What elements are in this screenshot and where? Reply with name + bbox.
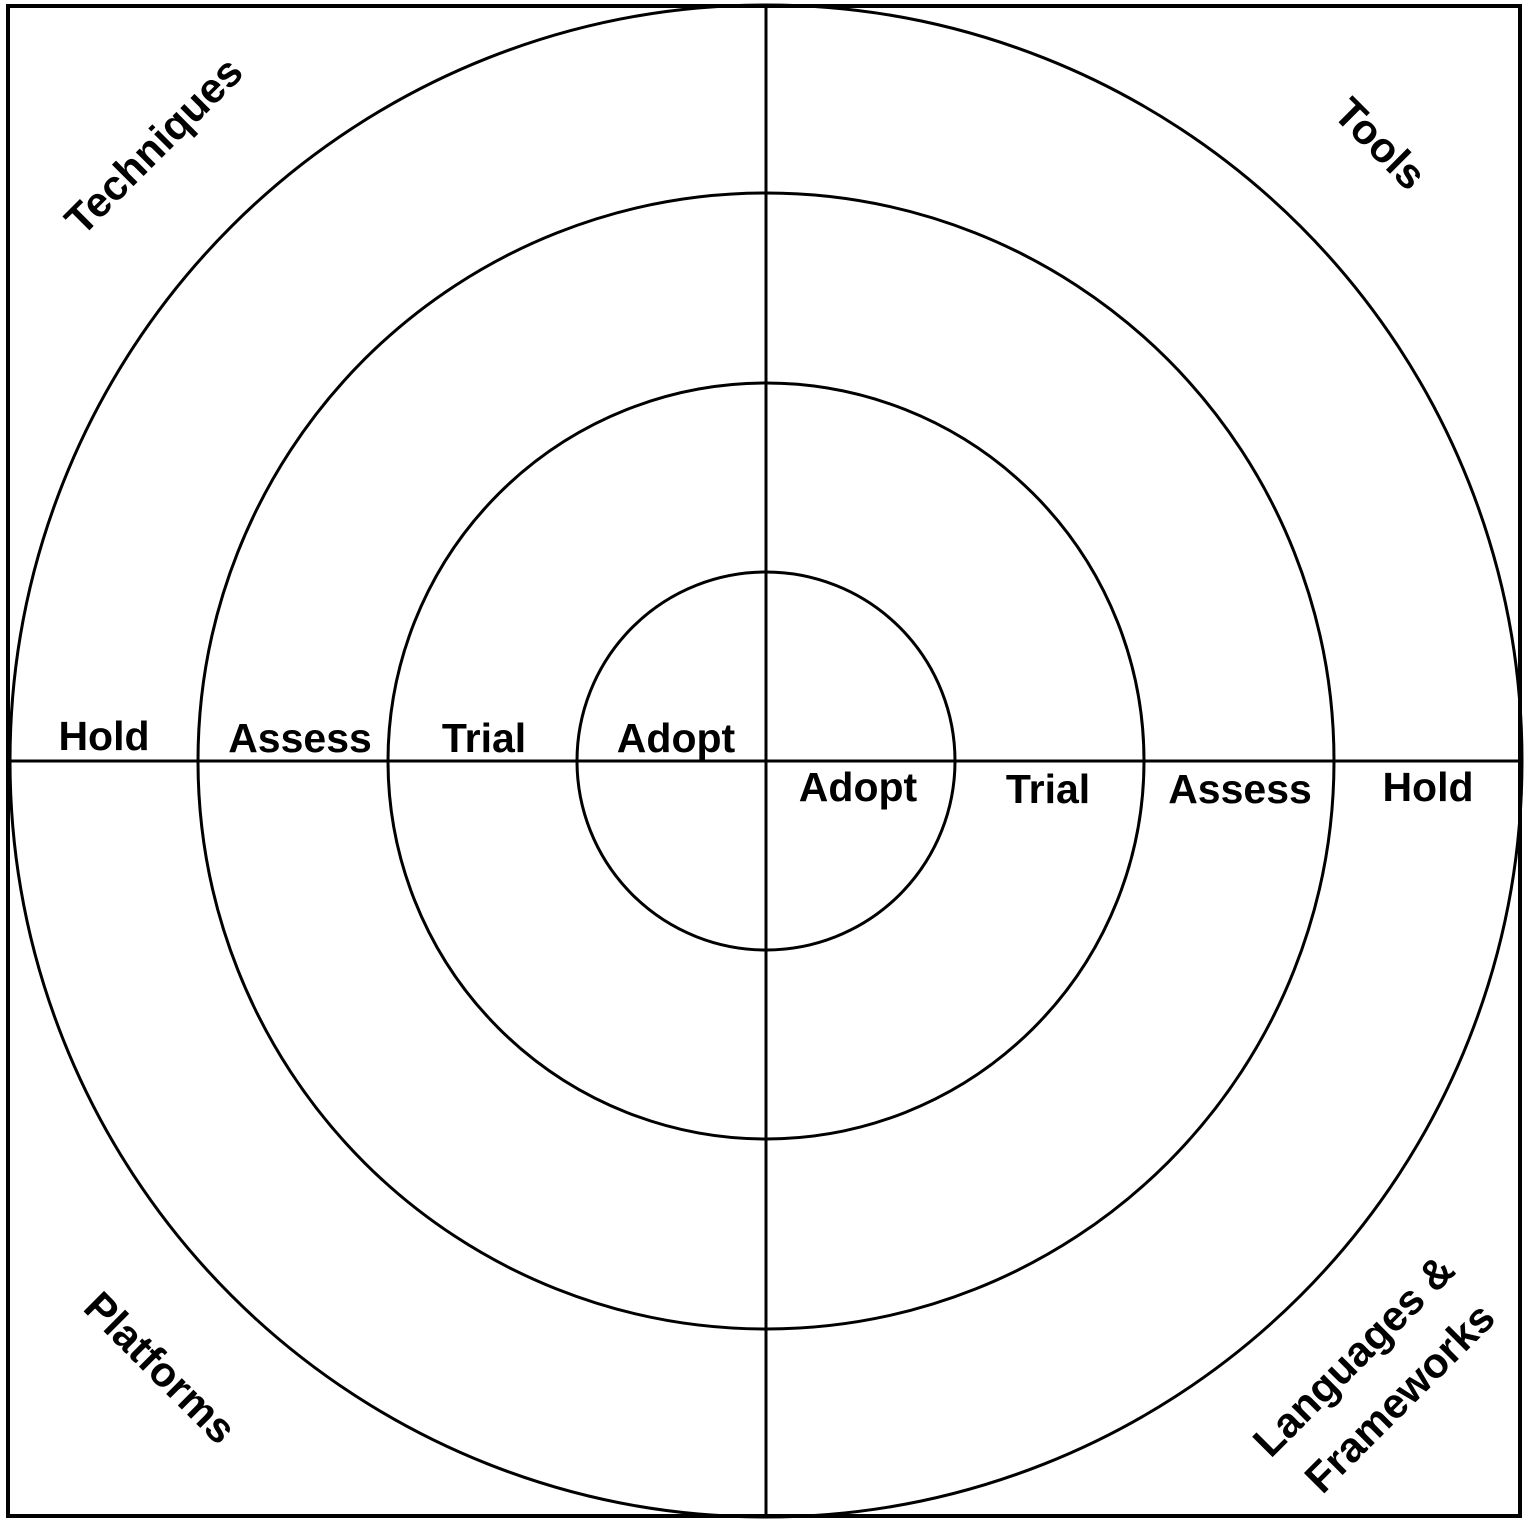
quadrant-label-tools: Tools — [1325, 88, 1435, 198]
ring-label-adopt-left: Adopt — [617, 715, 736, 761]
ring-label-adopt-right: Adopt — [799, 764, 918, 810]
quadrant-label-platforms: Platforms — [75, 1282, 245, 1452]
ring-label-assess-left: Assess — [228, 715, 372, 761]
ring-label-trial-left: Trial — [442, 715, 526, 761]
quadrant-label-techniques: Techniques — [56, 48, 252, 244]
ring-label-hold-left: Hold — [58, 713, 149, 759]
ring-label-trial-right: Trial — [1006, 766, 1090, 812]
ring-label-assess-right: Assess — [1168, 766, 1312, 812]
ring-label-hold-right: Hold — [1382, 764, 1473, 810]
